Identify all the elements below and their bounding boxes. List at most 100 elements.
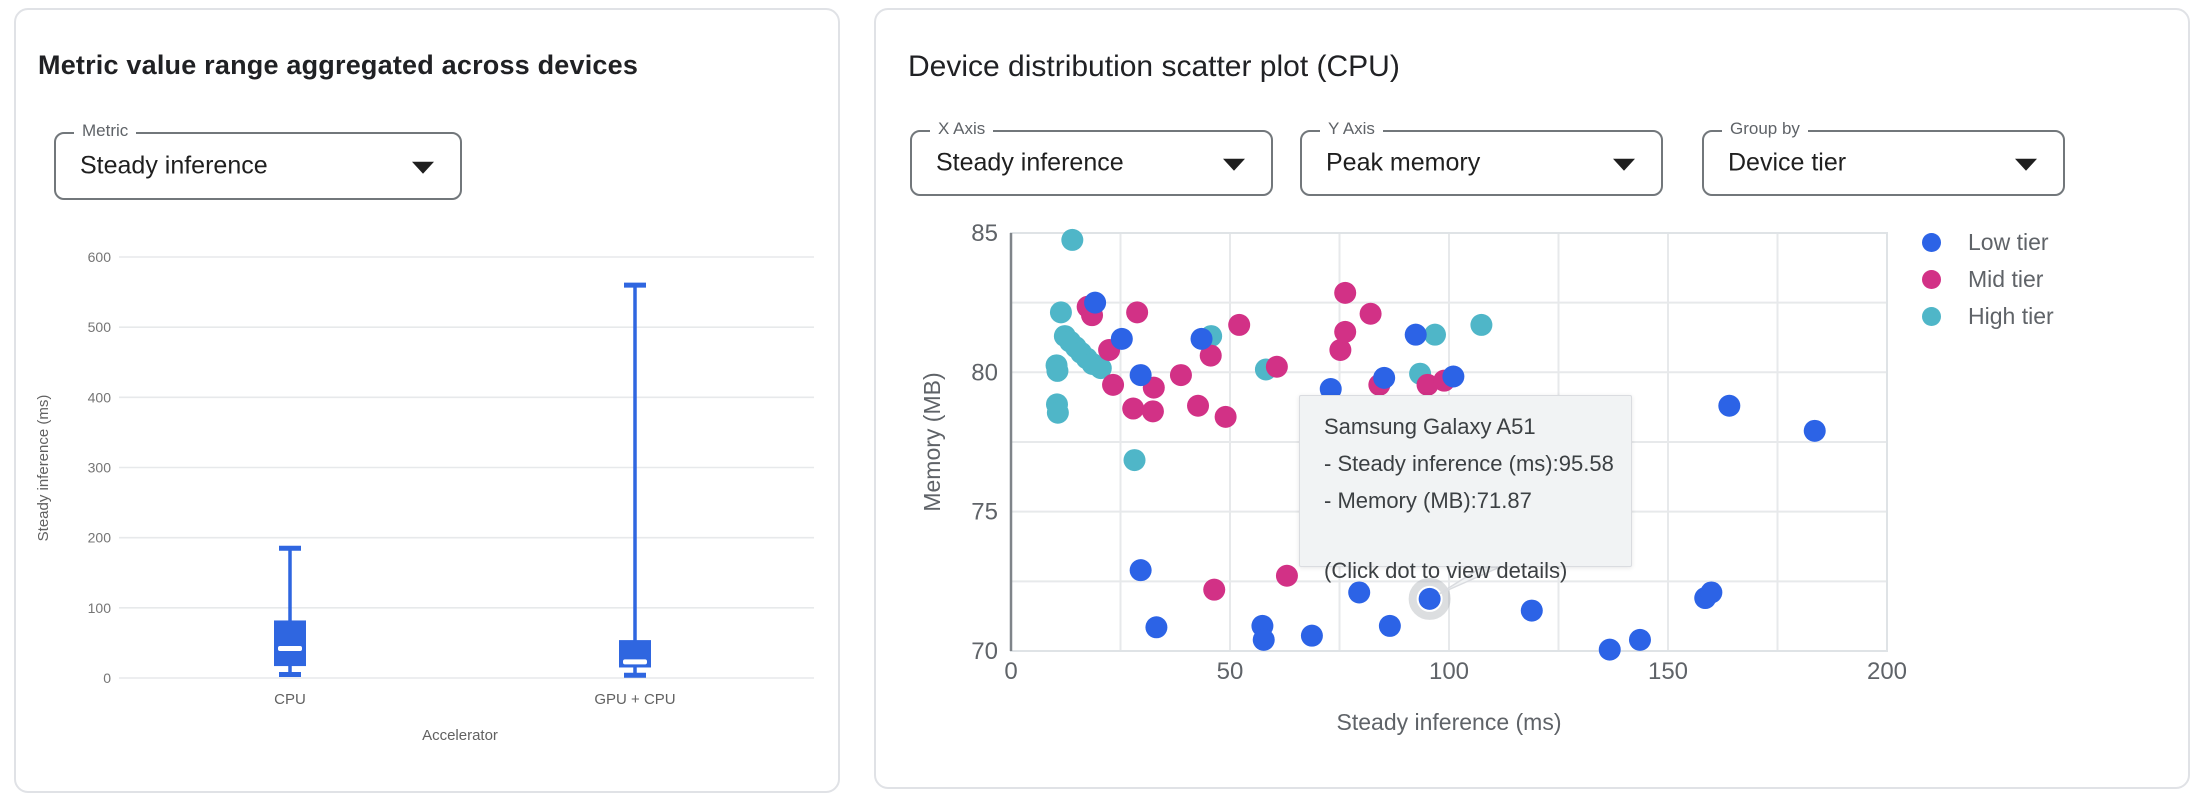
legend-label: Mid tier — [1968, 266, 2044, 292]
scatter-point-mid-tier[interactable] — [1265, 355, 1288, 378]
scatter-point-low-tier[interactable] — [1084, 291, 1107, 314]
x-axis-title: Steady inference (ms) — [1337, 709, 1562, 735]
legend-item-mid-tier: Mid tier — [1922, 261, 2054, 298]
scatter-point-low-tier[interactable] — [1129, 559, 1152, 582]
x-axis-dropdown[interactable]: X Axis Steady inference — [910, 119, 1273, 196]
scatter-point-low-tier[interactable] — [1319, 378, 1342, 401]
metric-dropdown-value: Steady inference — [80, 151, 268, 180]
metric-dropdown[interactable]: Metric Steady inference — [54, 121, 462, 200]
scatter-point-low-tier[interactable] — [1442, 365, 1465, 388]
group-by-dropdown-label: Group by — [1722, 119, 1808, 139]
scatter-point-low-tier[interactable] — [1404, 323, 1427, 346]
legend-dot-icon — [1922, 233, 1941, 252]
scatter-point-high-tier[interactable] — [1470, 313, 1493, 336]
scatter-point-low-tier[interactable] — [1129, 364, 1152, 387]
scatter-point-low-tier[interactable] — [1718, 394, 1741, 417]
scatter-point-mid-tier[interactable] — [1359, 302, 1382, 325]
scatter-point-high-tier[interactable] — [1061, 228, 1084, 251]
group-by-dropdown[interactable]: Group by Device tier — [1702, 119, 2065, 196]
metric-dropdown-label: Metric — [74, 121, 137, 141]
scatter-chart: 0 50 100 150 200 70 75 80 85 Steady inference (ms… — [919, 220, 1907, 735]
scatter-point-mid-tier[interactable] — [1102, 373, 1125, 396]
y-tick-label: 400 — [88, 389, 112, 405]
scatter-point-high-tier[interactable] — [1049, 301, 1072, 324]
median-line — [278, 646, 302, 652]
scatter-point-mid-tier[interactable] — [1329, 339, 1352, 362]
scatter-point-mid-tier[interactable] — [1141, 400, 1164, 423]
y-tick-label: 80 — [971, 359, 998, 386]
scatter-point-high-tier[interactable] — [1089, 357, 1112, 380]
scatter-point-high-tier[interactable] — [1046, 401, 1069, 424]
x-axis-title: Accelerator — [422, 727, 498, 744]
scatter-point-low-tier[interactable] — [1700, 581, 1723, 604]
y-tick-label: 85 — [971, 220, 998, 247]
y-tick-label: 0 — [103, 670, 111, 686]
scatter-point-mid-tier[interactable] — [1203, 578, 1226, 601]
scatter-panel: Device distribution scatter plot (CPU) X… — [874, 8, 2190, 789]
y-axis-title: Steady inference (ms) — [35, 395, 52, 542]
y-axis-dropdown[interactable]: Y Axis Peak memory — [1300, 119, 1663, 196]
x-tick-label: 0 — [1004, 658, 1017, 685]
scatter-point-low-tier[interactable] — [1598, 638, 1621, 661]
boxplot-panel: Metric value range aggregated across dev… — [14, 8, 840, 793]
group-by-dropdown-value: Device tier — [1728, 148, 1847, 177]
tooltip-pointer — [1438, 566, 1501, 595]
scatter-point-high-tier[interactable] — [1046, 359, 1069, 382]
scatter-point-mid-tier[interactable] — [1122, 397, 1145, 420]
scatter-point-low-tier[interactable] — [1373, 366, 1396, 389]
scatter-point-low-tier[interactable] — [1252, 628, 1275, 651]
y-tick-label: 600 — [88, 249, 112, 265]
tooltip-device-name: Samsung Galaxy A51 — [1324, 414, 1536, 439]
x-tick-label: 100 — [1429, 658, 1469, 685]
scatter-point-mid-tier[interactable] — [1334, 320, 1357, 343]
legend-item-low-tier: Low tier — [1922, 224, 2054, 261]
y-axis-title: Memory (MB) — [919, 372, 945, 511]
highlighted-scatter-point[interactable] — [1418, 587, 1441, 610]
scatter-point-low-tier[interactable] — [1348, 581, 1371, 604]
x-axis-dropdown-label: X Axis — [930, 119, 994, 139]
scatter-point-mid-tier[interactable] — [1334, 281, 1357, 304]
y-axis-dropdown-value: Peak memory — [1326, 148, 1481, 177]
scatter-point-low-tier[interactable] — [1145, 616, 1168, 639]
scatter-point-low-tier[interactable] — [1190, 327, 1213, 350]
tooltip-metric-y: - Memory (MB):71.87 — [1324, 488, 1532, 513]
scatter-point-mid-tier[interactable] — [1416, 373, 1439, 396]
highlighted-point-halo — [1408, 577, 1451, 620]
scatter-panel-title: Device distribution scatter plot (CPU) — [908, 50, 1400, 83]
dropdown-caret-icon — [1223, 158, 1245, 171]
scatter-point-mid-tier[interactable] — [1187, 394, 1210, 417]
chart-legend: Low tier Mid tier High tier — [1922, 224, 2054, 335]
boxplot-panel-title: Metric value range aggregated across dev… — [38, 50, 639, 80]
tooltip-metric-x: - Steady inference (ms):95.58 — [1324, 451, 1614, 476]
tooltip-hint: (Click dot to view details) — [1324, 558, 1568, 583]
scatter-point-low-tier[interactable] — [1803, 419, 1826, 442]
y-tick-label: 300 — [88, 460, 112, 476]
dropdown-caret-icon — [1613, 158, 1635, 171]
scatter-point-mid-tier[interactable] — [1126, 301, 1149, 324]
scatter-point-mid-tier[interactable] — [1169, 364, 1192, 387]
scatter-point-low-tier[interactable] — [1378, 614, 1401, 637]
x-axis-dropdown-value: Steady inference — [936, 148, 1124, 177]
legend-dot-icon — [1922, 307, 1941, 326]
scatter-point-low-tier[interactable] — [1520, 599, 1543, 622]
scatter-point-mid-tier[interactable] — [1275, 564, 1298, 587]
y-tick-label: 100 — [88, 600, 112, 616]
x-tick-label: 150 — [1648, 658, 1688, 685]
scatter-point-low-tier[interactable] — [1300, 624, 1323, 647]
scatter-point-high-tier[interactable] — [1423, 323, 1446, 346]
legend-item-high-tier: High tier — [1922, 298, 2054, 335]
legend-label: Low tier — [1968, 229, 2049, 255]
scatter-point-mid-tier[interactable] — [1214, 405, 1237, 428]
box-CPU[interactable] — [274, 620, 306, 667]
x-category-label: CPU — [274, 691, 306, 708]
median-line — [623, 659, 647, 665]
scatter-point-low-tier[interactable] — [1110, 327, 1133, 350]
dropdown-caret-icon — [412, 161, 434, 174]
scatter-point-high-tier[interactable] — [1123, 449, 1146, 472]
y-tick-label: 200 — [88, 530, 112, 546]
scatter-point-mid-tier[interactable] — [1228, 313, 1251, 336]
scatter-point-low-tier[interactable] — [1628, 628, 1651, 651]
dropdown-caret-icon — [2015, 158, 2037, 171]
legend-dot-icon — [1922, 270, 1941, 289]
scatter-point-mid-tier[interactable] — [1199, 344, 1222, 367]
